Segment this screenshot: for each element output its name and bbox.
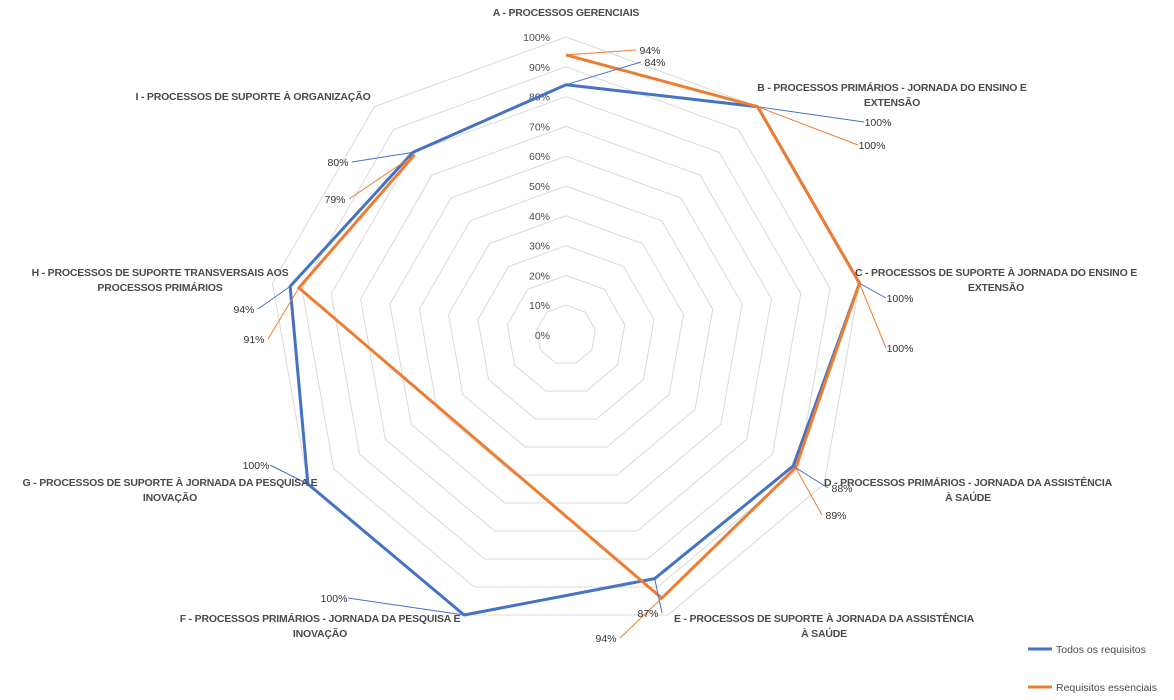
leader-line-series-0-8 [351,151,413,163]
leader-line-series-0-3 [792,465,829,489]
grid-ring-70 [360,125,772,532]
tick-label-7: 70% [529,121,550,133]
legend-label-series-1: Requisitos essenciais [1056,682,1157,694]
data-label-series-1-4: 94% [595,633,616,645]
data-label-series-0-7: 94% [233,304,254,316]
category-label-c: C - PROCESSOS DE SUPORTE À JORNADA DO EN… [855,266,1137,294]
leader-line-series-1-2 [859,283,887,349]
data-labels: 84% 100% 100% 88% 87% 100% 100% 94% 80% 94% 100% 10… [233,45,913,645]
leader-line-series-0-0 [565,61,642,86]
leader-line-series-0-7 [257,285,291,310]
grid-ring-10 [536,304,596,364]
leader-line-series-1-8 [348,154,415,200]
data-label-series-1-0: 94% [639,45,660,57]
leader-line-series-1-4 [619,597,663,639]
legend: Todos os requisitos Requisitos essenciai… [1028,644,1157,694]
category-label-b: B - PROCESSOS PRIMÁRIOS - JORNADA DO ENS… [757,81,1027,109]
grid-ring-80 [330,96,802,560]
tick-label-10: 100% [523,32,550,44]
leader-line-series-0-5 [347,597,465,616]
category-label-d: D - PROCESSOS PRIMÁRIOS - JORNADA DA ASS… [824,476,1113,504]
data-label-series-1-7: 91% [243,334,264,346]
grid-ring-90 [301,66,831,588]
data-label-series-0-1: 100% [865,117,892,129]
legend-item-series-0: Todos os requisitos [1028,644,1146,656]
tick-label-0: 0% [535,330,550,342]
tick-label-3: 30% [529,241,550,253]
category-label-a: A - PROCESSOS GERENCIAIS [493,7,640,19]
leader-line-series-1-1 [757,106,859,146]
data-label-series-1-3: 89% [825,510,846,522]
data-label-series-1-1: 100% [859,140,886,152]
tick-label-4: 40% [529,211,550,223]
leader-line-series-0-4 [654,578,663,614]
data-label-series-0-0: 84% [644,57,665,69]
grid-ring-50 [418,185,714,476]
series-line-0 [288,83,861,617]
leader-line-series-1-7 [267,287,300,340]
category-label-e: E - PROCESSOS DE SUPORTE À JORNADA DA AS… [674,612,975,640]
series-line-1 [297,53,861,600]
category-label-i: I - PROCESSOS DE SUPORTE À ORGANIZAÇÃO [135,90,370,103]
category-label-h: H - PROCESSOS DE SUPORTE TRANSVERSAIS AO… [32,267,289,294]
leader-line-series-0-1 [757,106,865,123]
data-label-series-0-6: 100% [243,460,270,472]
tick-label-2: 20% [529,270,550,282]
data-label-series-1-2: 100% [887,343,914,355]
data-label-series-1-8: 79% [324,194,345,206]
grid-ring-20 [506,274,626,392]
data-label-series-0-4: 87% [637,608,658,620]
grid-ring-60 [389,155,743,504]
tick-label-1: 10% [529,300,550,312]
grid-ring-30 [477,245,655,420]
category-labels: A - PROCESSOS GERENCIAIS B - PROCESSOS PR… [23,7,1138,640]
grid-ring-40 [448,215,684,448]
leader-line-series-0-2 [859,282,887,299]
radial-axis-ticks: 0%10%20%30%40%50%60%70%80%90%100% [523,32,550,342]
data-label-series-0-5: 100% [321,593,348,605]
leader-line-series-1-0 [565,49,637,56]
data-label-series-0-2: 100% [887,293,914,305]
data-label-leaders [257,49,887,639]
tick-label-6: 60% [529,151,550,163]
leader-line-series-1-3 [795,467,823,516]
category-label-g: G - PROCESSOS DE SUPORTE À JORNADA DA PE… [23,476,318,504]
radar-grid [271,36,861,616]
category-label-f: F - PROCESSOS PRIMÁRIOS - JORNADA DA PES… [180,612,461,640]
tick-label-9: 90% [529,62,550,74]
data-label-series-0-8: 80% [327,157,348,169]
data-label-series-0-3: 88% [831,483,852,495]
tick-label-5: 50% [529,181,550,193]
leader-line-series-0-6 [269,464,309,485]
legend-label-series-0: Todos os requisitos [1056,644,1146,656]
legend-item-series-1: Requisitos essenciais [1028,682,1157,694]
